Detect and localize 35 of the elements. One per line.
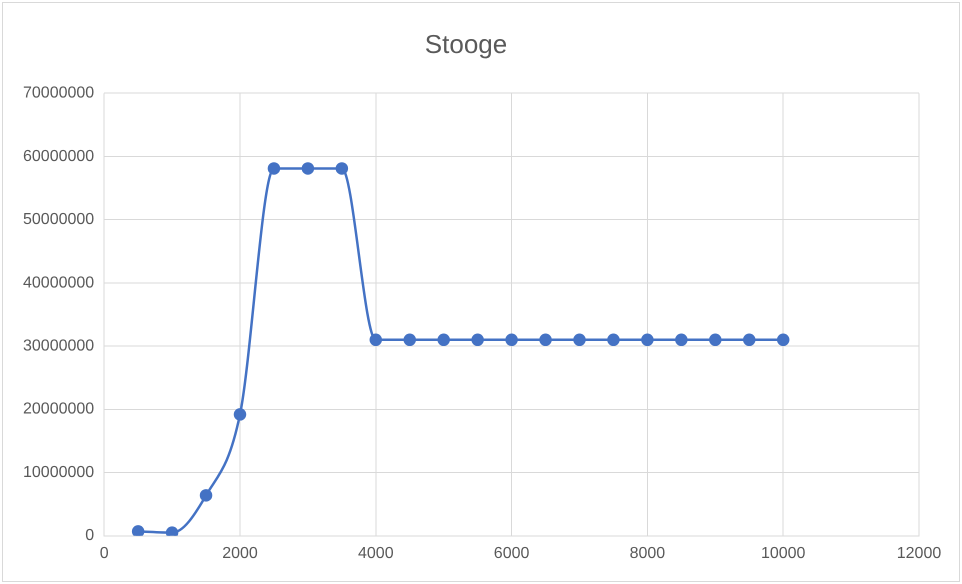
point [776, 334, 790, 346]
point [437, 334, 450, 346]
x-tick-label: 8000 [630, 544, 666, 562]
point [403, 334, 416, 346]
y-tick-label: 20000000 [23, 400, 94, 418]
point [471, 334, 484, 346]
point [336, 162, 348, 175]
x-tick-label: 6000 [494, 544, 530, 562]
point [268, 162, 280, 175]
y-tick-label: 70000000 [23, 84, 94, 102]
point [675, 334, 688, 346]
x-tick-label: 2000 [222, 544, 258, 562]
point [505, 334, 518, 346]
point [742, 334, 756, 346]
x-tick-label: 0 [100, 544, 109, 562]
point [539, 334, 552, 346]
y-tick-label: 30000000 [23, 338, 94, 355]
y-tick-label: 50000000 [23, 211, 94, 228]
point [709, 334, 722, 346]
x-tick-label: 4000 [358, 544, 394, 562]
point [200, 489, 212, 502]
point [234, 408, 246, 421]
y-tick-label: 0 [85, 527, 94, 544]
x-tick-label: 10000 [760, 544, 806, 562]
point [132, 525, 144, 536]
y-tick-label: 60000000 [23, 148, 94, 165]
chart-title: Stooge [424, 28, 508, 59]
y-tick-label: 10000000 [23, 464, 94, 481]
point [302, 162, 314, 175]
point [370, 334, 382, 346]
point [573, 334, 586, 346]
point [607, 334, 620, 346]
point [641, 334, 654, 346]
y-tick-label: 40000000 [23, 274, 94, 292]
x-tick-label: 12000 [896, 544, 942, 562]
